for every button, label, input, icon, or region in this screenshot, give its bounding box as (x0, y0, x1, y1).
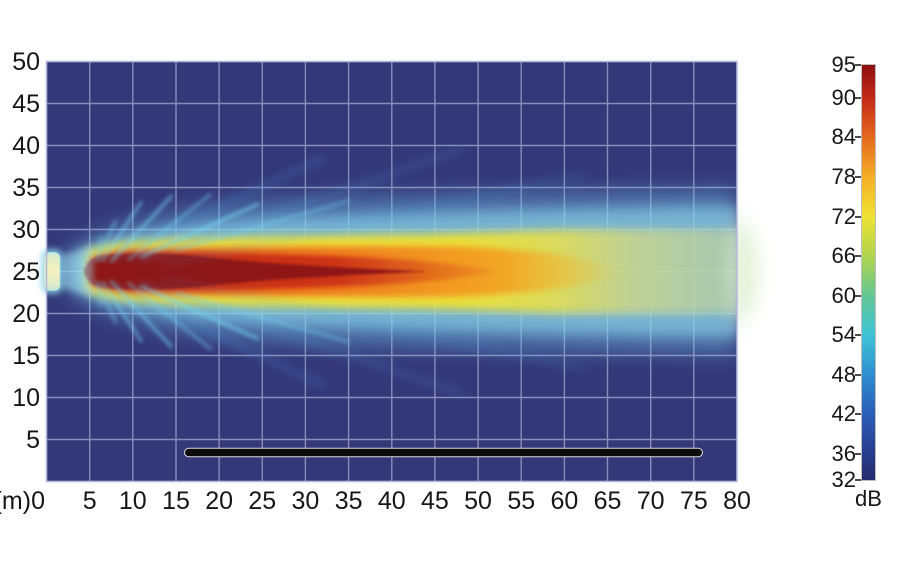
colorbar-tick-label: 95 (831, 52, 856, 77)
beam (64, 146, 737, 397)
source-wedge (60, 246, 93, 297)
y-tick-label: 10 (12, 383, 40, 412)
x-tick-label: 70 (636, 487, 665, 515)
colorbar-gradient (861, 64, 876, 481)
x-axis-origin-label: (m)0 (0, 487, 45, 515)
colorbar-tick-label: 66 (831, 243, 856, 269)
colorbar-tick-label: 90 (831, 84, 856, 110)
colorbar-tick-mark (855, 64, 861, 66)
colorbar-tick-label: 48 (831, 361, 856, 387)
colorbar-tick-mark (855, 96, 861, 99)
x-tick-label: 45 (421, 487, 449, 515)
x-tick-label: 60 (550, 487, 579, 515)
colorbar-tick-label: 60 (831, 282, 856, 308)
x-tick-label: 30 (291, 487, 320, 515)
colorbar-tick-mark (855, 255, 861, 258)
side-lobes-bright (95, 192, 350, 350)
colorbar-tick-label: 72 (831, 203, 856, 229)
x-tick-label: 65 (593, 487, 622, 515)
x-tick-label: 10 (118, 487, 147, 515)
y-tick-label: 50 (12, 47, 40, 76)
x-tick-label: 15 (162, 487, 190, 515)
x-tick-label: 25 (248, 487, 277, 515)
colorbar-tick-mark (855, 452, 861, 455)
colorbar-tick-label: 36 (831, 440, 856, 466)
colorbar-tick-mark (855, 373, 861, 376)
colorbar-tick-label: 54 (831, 322, 856, 348)
source-cabinet (43, 252, 61, 291)
x-tick-label: 5 (82, 487, 97, 515)
x-tick-label: 50 (464, 487, 492, 515)
x-tick-label: 20 (205, 487, 234, 515)
y-tick-label: 25 (12, 257, 40, 286)
x-tick-label: 80 (723, 487, 751, 515)
y-tick-label: 20 (12, 299, 40, 328)
y-tick-label: 35 (12, 173, 40, 202)
plot-border (45, 60, 738, 483)
beam-spill-glow (726, 206, 760, 337)
y-tick-label: 15 (12, 341, 40, 370)
colorbar-unit-label: dB (855, 486, 882, 511)
colorbar-tick-mark (855, 479, 861, 481)
y-tick-label: 30 (12, 215, 40, 244)
x-tick-label: 35 (334, 487, 363, 515)
colorbar-tick-mark (855, 413, 861, 416)
colorbar-tick-mark (855, 175, 861, 178)
x-tick-label: 40 (377, 487, 406, 515)
y-tick-label: 5 (26, 425, 40, 454)
side-lobes-faint (112, 146, 586, 397)
colorbar-tick-label: 32 (831, 467, 856, 492)
y-tick-label: 40 (12, 131, 40, 160)
colorbar-tick-mark (855, 215, 861, 218)
colorbar-tick-label: 42 (831, 401, 856, 427)
colorbar-tick-mark (855, 294, 861, 297)
y-tick-label: 45 (12, 89, 40, 118)
colorbar-tick-label: 84 (831, 124, 856, 150)
floor-bar (184, 447, 703, 458)
colorbar-tick-mark (855, 136, 861, 139)
colorbar-tick-mark (855, 334, 861, 337)
colorbar-tick-label: 78 (831, 163, 856, 189)
x-tick-label: 75 (679, 487, 708, 515)
x-tick-label: 55 (507, 487, 536, 515)
